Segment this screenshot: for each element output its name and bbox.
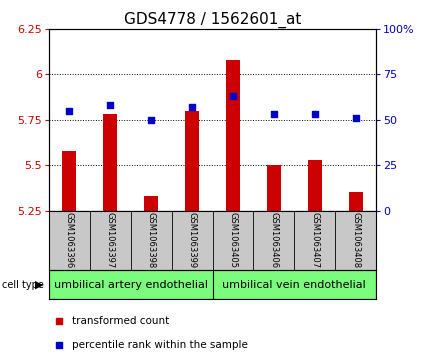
Point	[270, 111, 277, 117]
Point	[66, 108, 73, 114]
Point	[230, 93, 236, 99]
Text: GSM1063398: GSM1063398	[147, 212, 156, 269]
Title: GDS4778 / 1562601_at: GDS4778 / 1562601_at	[124, 12, 301, 28]
Point	[312, 111, 318, 117]
Point	[148, 117, 155, 123]
Bar	[348, 192, 363, 211]
Text: GSM1063408: GSM1063408	[351, 212, 360, 269]
Bar	[144, 196, 158, 211]
Bar	[308, 160, 322, 211]
Point	[55, 319, 62, 325]
Text: GSM1063407: GSM1063407	[310, 212, 319, 269]
Text: umbilical vein endothelial: umbilical vein endothelial	[222, 280, 366, 290]
Point	[107, 102, 113, 108]
Text: GSM1063399: GSM1063399	[187, 212, 196, 269]
Bar	[103, 114, 117, 211]
Bar	[267, 165, 281, 211]
Text: percentile rank within the sample: percentile rank within the sample	[72, 340, 248, 350]
Bar	[226, 60, 240, 211]
Text: cell type: cell type	[2, 280, 44, 290]
Text: ▶: ▶	[35, 280, 43, 290]
Text: GSM1063405: GSM1063405	[229, 212, 238, 268]
Bar	[49, 270, 212, 299]
Bar	[212, 270, 376, 299]
Bar	[62, 151, 76, 211]
Text: GSM1063397: GSM1063397	[106, 212, 115, 269]
Text: GSM1063396: GSM1063396	[65, 212, 74, 269]
Point	[189, 104, 196, 110]
Point	[352, 115, 359, 121]
Text: transformed count: transformed count	[72, 317, 169, 326]
Text: GSM1063406: GSM1063406	[269, 212, 278, 269]
Bar	[185, 111, 199, 211]
Text: umbilical artery endothelial: umbilical artery endothelial	[54, 280, 208, 290]
Point	[55, 342, 62, 347]
